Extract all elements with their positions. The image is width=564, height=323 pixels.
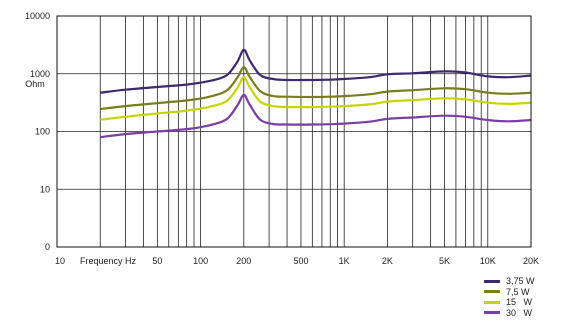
legend-label: 3,75 W <box>506 276 535 286</box>
x-tick-label: 10 <box>55 256 65 266</box>
y-axis-label: Ohm <box>25 79 45 89</box>
x-tick-label: 200 <box>236 256 251 266</box>
series-line <box>100 76 532 121</box>
legend-swatch <box>484 290 500 294</box>
grid <box>57 16 532 247</box>
x-tick-label: 2K <box>382 256 393 266</box>
y-tick-label: 100 <box>35 127 50 137</box>
y-tick-labels: 0 10 100 1000 10000 <box>25 11 50 252</box>
x-tick-label: 50 <box>152 256 162 266</box>
legend-swatch <box>484 279 500 283</box>
x-tick-label: 20K <box>523 256 539 266</box>
legend-label: 15 W <box>506 297 533 307</box>
y-tick-label: 0 <box>45 242 50 252</box>
x-tick-labels: 10 50 100 200 500 1K 2K 5K 10K 20K <box>55 256 539 266</box>
y-tick-label: 1000 <box>30 69 50 79</box>
legend-item: 3,75 W <box>484 276 535 287</box>
y-tick-label: 10 <box>40 184 50 194</box>
legend-item: 7,5 W <box>484 287 535 298</box>
legend-label: 30 W <box>506 307 533 318</box>
x-tick-label: 1K <box>339 256 350 266</box>
x-tick-label: 100 <box>193 256 208 266</box>
legend-swatch <box>484 311 500 315</box>
series-lines <box>100 48 532 139</box>
x-tick-label: 10K <box>480 256 496 266</box>
series-line <box>100 48 532 94</box>
x-tick-label: 5K <box>439 256 450 266</box>
legend: 3,75 W 7,5 W 15 W 30 W <box>484 276 535 318</box>
series-line <box>100 93 532 139</box>
legend-item: 30 W <box>484 308 535 319</box>
legend-item: 15 W <box>484 297 535 308</box>
plot-frame <box>56 15 532 248</box>
legend-label: 7,5 W <box>506 286 530 297</box>
y-tick-label: 10000 <box>25 11 50 21</box>
legend-swatch <box>484 300 500 304</box>
x-tick-label: 500 <box>293 256 308 266</box>
x-axis-label: Frequency Hz <box>80 256 137 266</box>
series-line <box>100 66 532 111</box>
